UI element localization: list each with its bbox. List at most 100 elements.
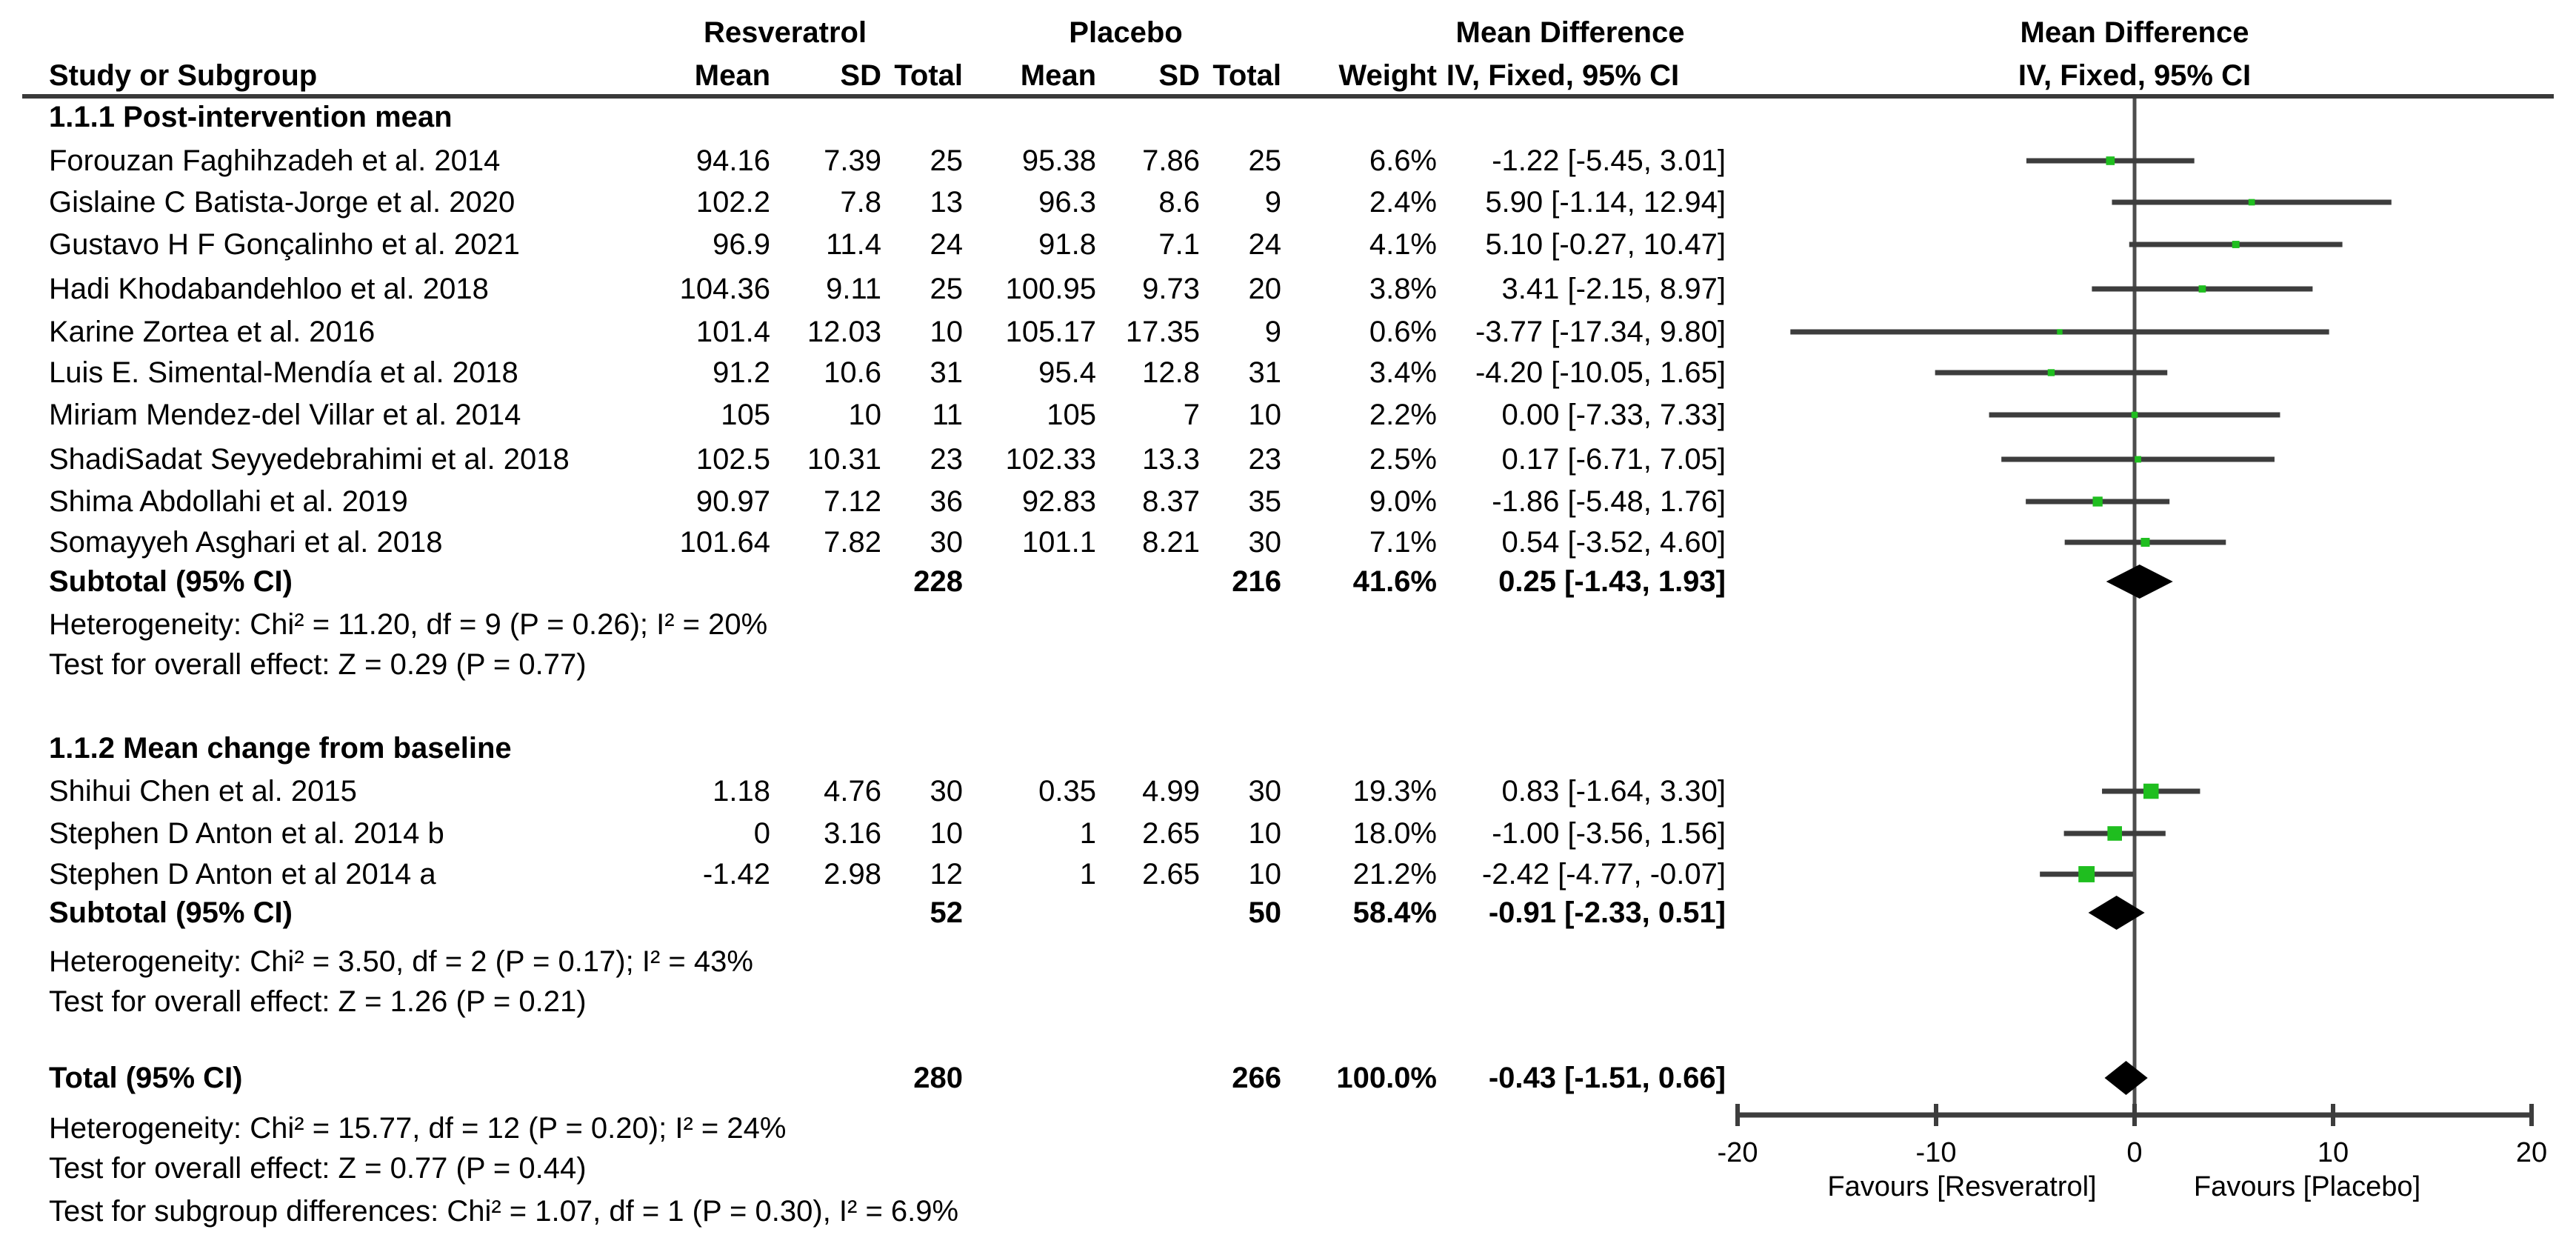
axis-tick-label: 20 bbox=[2516, 1137, 2547, 1168]
pla-total: 24 bbox=[1248, 228, 1282, 261]
pla-total: 216 bbox=[1232, 565, 1281, 598]
res-sd-header: SD bbox=[840, 59, 881, 92]
pla-total: 23 bbox=[1248, 443, 1282, 476]
study-name: Somayyeh Asghari et al. 2018 bbox=[49, 526, 443, 559]
weight: 19.3% bbox=[1352, 775, 1437, 808]
md-ci-text: 0.54 [-3.52, 4.60] bbox=[1501, 526, 1726, 559]
pla-mean: 96.3 bbox=[1038, 186, 1096, 219]
pla-total: 35 bbox=[1248, 485, 1282, 518]
res-mean: 105 bbox=[721, 399, 770, 431]
effect-title-header: Mean Difference bbox=[1455, 16, 1685, 49]
md-ci-text: 0.00 [-7.33, 7.33] bbox=[1501, 399, 1726, 431]
axis-tick-label: -20 bbox=[1718, 1137, 1758, 1168]
res-sd: 7.12 bbox=[824, 485, 881, 518]
pla-sd: 9.73 bbox=[1142, 273, 1200, 305]
pla-mean: 101.1 bbox=[1021, 526, 1096, 559]
overall-effect-line: Test for overall effect: Z = 1.26 (P = 0… bbox=[49, 985, 587, 1018]
pla-sd: 7.1 bbox=[1158, 228, 1200, 261]
res-sd: 12.03 bbox=[807, 316, 881, 348]
md-ci-text: -4.20 [-10.05, 1.65] bbox=[1475, 356, 1726, 389]
study-name: Shima Abdollahi et al. 2019 bbox=[49, 485, 408, 518]
res-mean: 102.2 bbox=[695, 186, 770, 219]
pla-total: 10 bbox=[1248, 817, 1282, 850]
weight: 9.0% bbox=[1369, 485, 1437, 518]
pla-total: 31 bbox=[1248, 356, 1282, 389]
effect-square bbox=[2135, 456, 2141, 463]
res-mean-header: Mean bbox=[694, 59, 770, 92]
weight: 18.0% bbox=[1352, 817, 1437, 850]
pla-mean: 1 bbox=[1079, 817, 1096, 850]
res-mean: 101.4 bbox=[695, 316, 770, 348]
study-column-header: Study or Subgroup bbox=[49, 59, 318, 92]
pla-sd: 12.8 bbox=[1142, 356, 1200, 389]
method-column-header: IV, Fixed, 95% CI bbox=[1446, 59, 1680, 92]
md-ci-text: 0.25 [-1.43, 1.93] bbox=[1498, 565, 1726, 598]
res-sd: 9.11 bbox=[826, 273, 881, 305]
md-ci-text: -3.77 [-17.34, 9.80] bbox=[1475, 316, 1726, 348]
res-mean: 94.16 bbox=[695, 144, 770, 177]
pla-mean: 92.83 bbox=[1021, 485, 1096, 518]
res-sd: 11.4 bbox=[826, 228, 881, 261]
effect-square bbox=[2047, 369, 2055, 376]
pla-sd: 13.3 bbox=[1142, 443, 1200, 476]
pla-sd: 7 bbox=[1183, 399, 1200, 431]
pla-total-header: Total bbox=[1212, 59, 1281, 92]
res-total: 25 bbox=[930, 273, 964, 305]
study-name: Shihui Chen et al. 2015 bbox=[49, 775, 357, 808]
study-name: Luis E. Simental-Mendía et al. 2018 bbox=[49, 356, 518, 389]
plot-method-header: IV, Fixed, 95% CI bbox=[2018, 59, 2252, 92]
res-total: 24 bbox=[930, 228, 964, 261]
res-mean: 90.97 bbox=[695, 485, 770, 518]
res-total: 280 bbox=[913, 1062, 963, 1094]
res-total: 30 bbox=[930, 526, 964, 559]
res-sd: 3.16 bbox=[824, 817, 881, 850]
weight: 2.5% bbox=[1369, 443, 1437, 476]
weight: 3.8% bbox=[1369, 273, 1437, 305]
study-name: Miriam Mendez-del Villar et al. 2014 bbox=[49, 399, 521, 431]
weight-column-header: Weight bbox=[1338, 59, 1437, 92]
md-ci-text: 0.17 [-6.71, 7.05] bbox=[1501, 443, 1726, 476]
md-ci-text: 5.90 [-1.14, 12.94] bbox=[1485, 186, 1726, 219]
subgroup-header: 1.1.2 Mean change from baseline bbox=[49, 732, 512, 765]
header-underline bbox=[22, 94, 2554, 99]
pla-mean: 1 bbox=[1079, 858, 1096, 891]
pla-mean: 105 bbox=[1047, 399, 1096, 431]
pla-sd: 8.6 bbox=[1158, 186, 1200, 219]
weight: 21.2% bbox=[1352, 858, 1437, 891]
res-mean: 101.64 bbox=[679, 526, 770, 559]
res-total: 31 bbox=[930, 356, 964, 389]
pla-mean: 95.4 bbox=[1038, 356, 1096, 389]
res-sd: 7.39 bbox=[824, 144, 881, 177]
res-total: 11 bbox=[932, 399, 963, 431]
effect-square bbox=[2198, 285, 2206, 293]
subgroup-differences-line: Test for subgroup differences: Chi² = 1.… bbox=[49, 1195, 959, 1228]
pla-sd: 8.21 bbox=[1142, 526, 1200, 559]
pla-sd: 4.99 bbox=[1142, 775, 1200, 808]
res-mean: 0 bbox=[753, 817, 770, 850]
pla-sd: 7.86 bbox=[1142, 144, 1200, 177]
md-ci-text: -0.91 [-2.33, 0.51] bbox=[1488, 896, 1726, 929]
study-name: Hadi Khodabandehloo et al. 2018 bbox=[49, 273, 489, 305]
res-mean: 104.36 bbox=[679, 273, 770, 305]
md-ci-text: -1.86 [-5.48, 1.76] bbox=[1492, 485, 1726, 518]
pla-total: 10 bbox=[1248, 399, 1282, 431]
axis-tick-label: 0 bbox=[2126, 1137, 2142, 1168]
res-sd: 10.31 bbox=[807, 443, 881, 476]
overall-effect-line: Test for overall effect: Z = 0.29 (P = 0… bbox=[49, 648, 587, 681]
res-mean: -1.42 bbox=[702, 858, 770, 891]
pla-mean: 102.33 bbox=[1005, 443, 1096, 476]
res-total: 228 bbox=[913, 565, 963, 598]
res-total: 12 bbox=[930, 858, 964, 891]
subtotal-label: Subtotal (95% CI) bbox=[49, 896, 293, 929]
pla-mean: 100.95 bbox=[1005, 273, 1096, 305]
pla-mean: 95.38 bbox=[1021, 144, 1096, 177]
pla-mean: 91.8 bbox=[1038, 228, 1096, 261]
weight: 4.1% bbox=[1369, 228, 1437, 261]
study-name: Gustavo H F Gonçalinho et al. 2021 bbox=[49, 228, 520, 261]
total-label: Total (95% CI) bbox=[49, 1062, 243, 1094]
pla-total: 10 bbox=[1248, 858, 1282, 891]
group1-header: Resveratrol bbox=[703, 16, 867, 49]
weight: 58.4% bbox=[1352, 896, 1437, 929]
study-name: Forouzan Faghihzadeh et al. 2014 bbox=[49, 144, 501, 177]
plot-title-header: Mean Difference bbox=[2020, 16, 2249, 49]
